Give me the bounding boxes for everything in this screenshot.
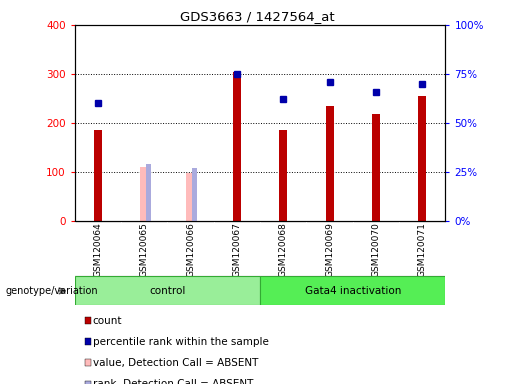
Bar [260, 276, 445, 305]
Text: percentile rank within the sample: percentile rank within the sample [93, 337, 269, 347]
Bar [75, 276, 260, 305]
Bar [372, 114, 380, 221]
Text: GDS3663 / 1427564_at: GDS3663 / 1427564_at [180, 10, 335, 23]
Text: genotype/variation: genotype/variation [5, 286, 98, 296]
Text: GSM120069: GSM120069 [325, 222, 334, 277]
Bar [140, 167, 148, 221]
Bar [279, 130, 287, 221]
Bar [146, 164, 151, 221]
Bar [94, 130, 102, 221]
Text: GSM120065: GSM120065 [140, 222, 149, 277]
Bar [418, 96, 426, 221]
Bar [186, 173, 195, 221]
Bar [193, 168, 197, 221]
Text: Gata4 inactivation: Gata4 inactivation [304, 286, 401, 296]
Text: control: control [149, 286, 185, 296]
Text: GSM120068: GSM120068 [279, 222, 288, 277]
Text: value, Detection Call = ABSENT: value, Detection Call = ABSENT [93, 358, 258, 368]
Text: GSM120066: GSM120066 [186, 222, 195, 277]
Text: GSM120064: GSM120064 [93, 222, 102, 277]
Text: GSM120071: GSM120071 [418, 222, 427, 277]
Bar [325, 106, 334, 221]
Text: GSM120067: GSM120067 [232, 222, 242, 277]
Text: GSM120070: GSM120070 [371, 222, 381, 277]
Bar [233, 73, 241, 221]
Text: count: count [93, 316, 123, 326]
Text: rank, Detection Call = ABSENT: rank, Detection Call = ABSENT [93, 379, 253, 384]
